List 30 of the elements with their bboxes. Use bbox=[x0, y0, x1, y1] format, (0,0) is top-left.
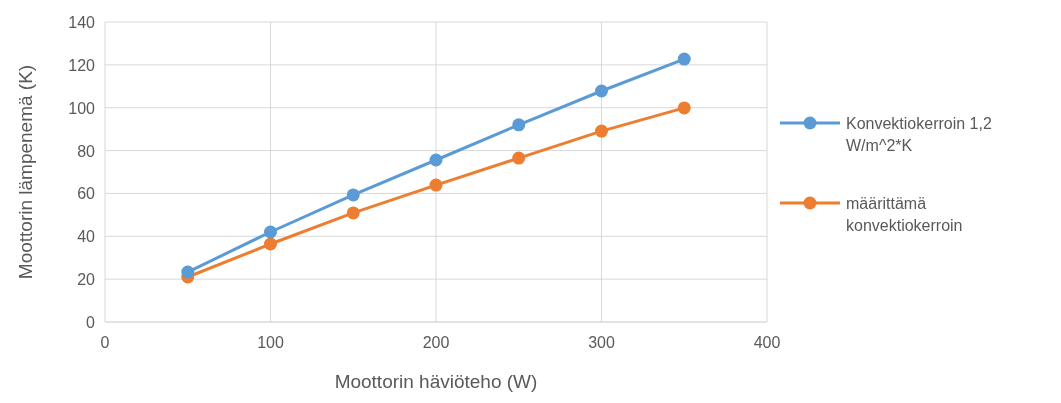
y-tick-label: 120 bbox=[68, 56, 96, 74]
y-tick-label: 20 bbox=[77, 271, 96, 289]
x-tick-label: 200 bbox=[422, 334, 450, 351]
x-tick-label: 300 bbox=[588, 334, 615, 351]
x-tick-label: 100 bbox=[257, 334, 284, 351]
point bbox=[264, 237, 277, 251]
legend-label: määrittämä konvektiokerroin bbox=[846, 195, 963, 234]
point bbox=[264, 225, 277, 239]
point bbox=[677, 52, 691, 66]
y-axis-title: Moottorin lämpenemä (K) bbox=[15, 64, 36, 280]
y-tick-label: 100 bbox=[68, 99, 96, 117]
y-tick-label: 80 bbox=[77, 142, 96, 160]
point bbox=[512, 151, 526, 165]
point bbox=[595, 124, 608, 138]
point bbox=[429, 178, 443, 192]
point bbox=[595, 84, 608, 98]
y-tick-label: 140 bbox=[68, 14, 96, 31]
y-tick-label: 40 bbox=[77, 228, 96, 246]
point bbox=[429, 153, 443, 167]
point bbox=[677, 101, 691, 115]
point bbox=[512, 118, 526, 132]
point bbox=[181, 265, 195, 279]
x-tick-label: 400 bbox=[753, 334, 781, 351]
point bbox=[346, 206, 360, 220]
y-tick-label: 0 bbox=[86, 314, 96, 331]
y-tick-label: 60 bbox=[77, 185, 96, 203]
point bbox=[346, 188, 360, 202]
legend-label: Konvektiokerroin 1,2 W/m^2*K bbox=[846, 115, 992, 154]
x-axis-title: Moottorin häviöteho (W) bbox=[334, 371, 538, 392]
x-tick-label: 0 bbox=[100, 334, 110, 351]
